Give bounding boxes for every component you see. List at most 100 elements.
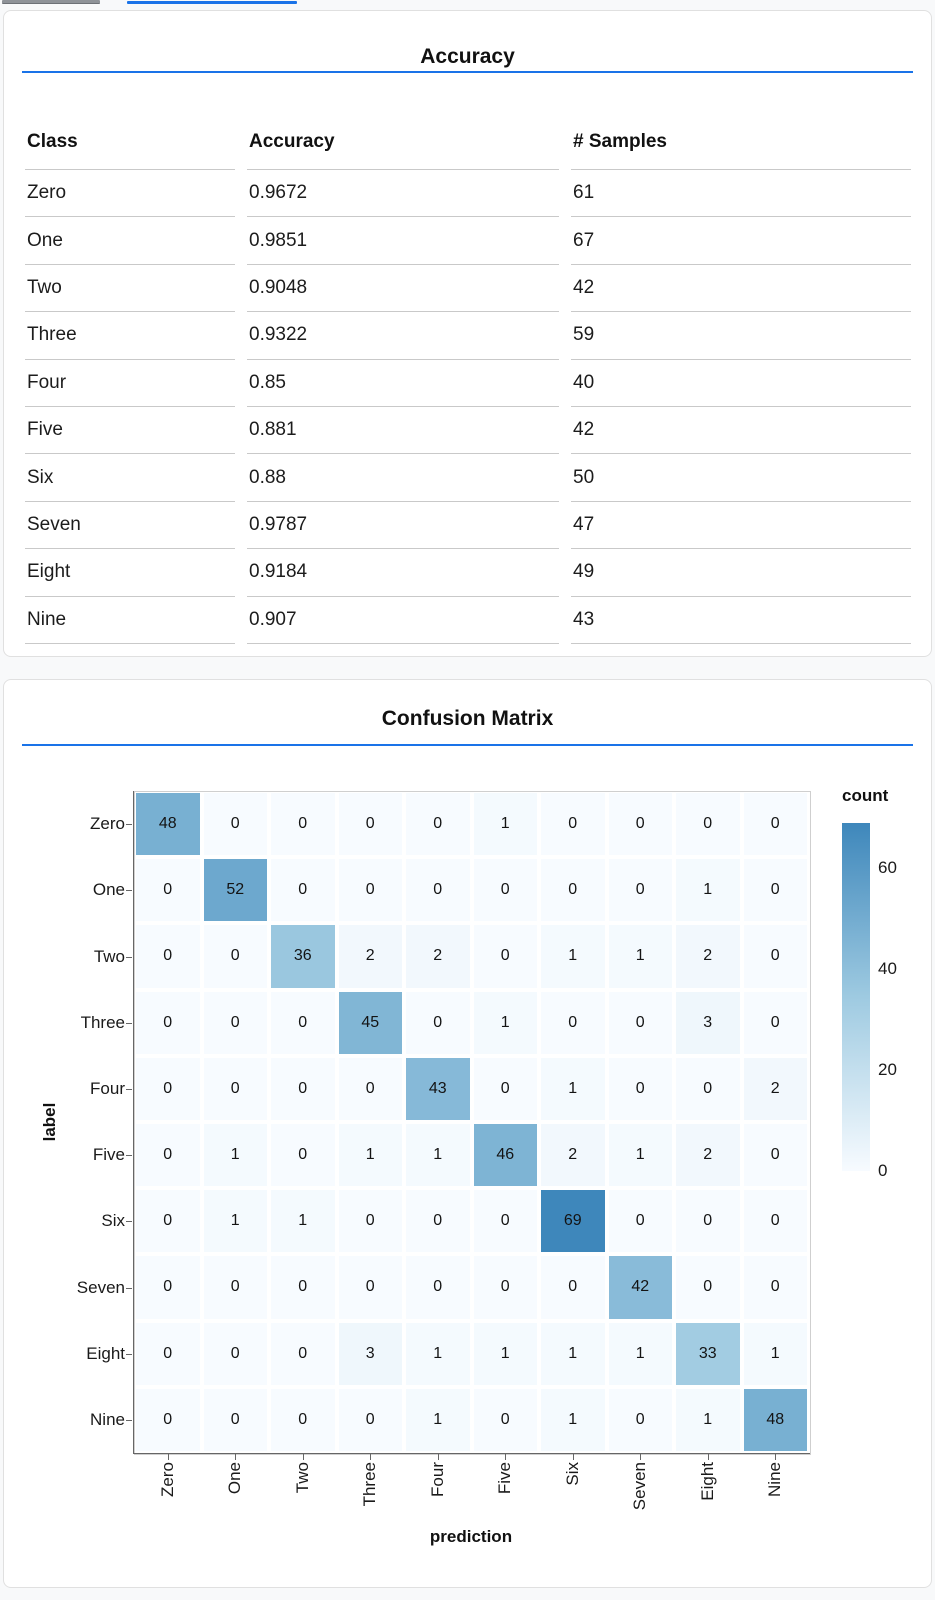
heatmap-cell: 0 (608, 1388, 672, 1451)
heatmap-cell: 0 (743, 925, 807, 988)
heatmap-cell: 69 (541, 1190, 605, 1253)
heatmap-cell: 0 (743, 1124, 807, 1187)
heatmap-cell: 1 (676, 1388, 740, 1451)
legend-title: count (842, 786, 889, 805)
x-axis-tick (775, 1454, 777, 1460)
y-axis-tick-label: Five (92, 1145, 125, 1165)
heatmap-cell: 2 (338, 925, 402, 988)
heatmap-cell: 43 (406, 1057, 470, 1120)
y-axis-tick (126, 824, 132, 826)
heatmap-cell: 1 (541, 1388, 605, 1451)
accuracy-table: Class Accuracy # Samples Zero 0.9672 61 One 0.9… (25, 115, 911, 644)
x-axis-tick-label: Seven (630, 1462, 650, 1511)
heatmap-cell: 0 (203, 991, 267, 1054)
legend-tick-label: 20 (878, 1060, 897, 1080)
heatmap-cell: 1 (541, 925, 605, 988)
heatmap-cell: 1 (608, 1322, 672, 1385)
table-cell: Eight (25, 548, 235, 595)
x-axis-tick (572, 1454, 574, 1460)
confusion-title-rule (22, 744, 913, 746)
table-cell: Six (25, 453, 235, 500)
y-axis-domain-line (133, 791, 134, 1454)
table-cell: 0.907 (247, 595, 559, 643)
heatmap-cell: 0 (136, 1256, 200, 1319)
heatmap-cell: 0 (203, 1322, 267, 1385)
x-axis-tick-label: One (225, 1462, 245, 1495)
table-cell: 0.88 (247, 453, 559, 500)
confusion-panel-title: Confusion Matrix (381, 707, 554, 730)
table-cell: 47 (571, 500, 911, 548)
heatmap-cell: 0 (676, 1190, 740, 1253)
table-cell: 0.9851 (247, 216, 559, 263)
heatmap-cell: 0 (136, 1322, 200, 1385)
heatmap-cell: 0 (136, 1057, 200, 1120)
y-axis-tick-label: Six (101, 1211, 125, 1231)
heatmap-cell: 0 (743, 991, 807, 1054)
heatmap-cell: 0 (271, 1057, 335, 1120)
heatmap-cell: 0 (271, 1256, 335, 1319)
heatmap-cell: 1 (271, 1190, 335, 1253)
table-cell: Two (25, 263, 235, 311)
x-axis-tick (707, 1454, 709, 1460)
heatmap-cell: 1 (608, 925, 672, 988)
y-axis-tick (126, 1353, 132, 1355)
heatmap-cell: 0 (136, 859, 200, 922)
heatmap-cell: 0 (271, 859, 335, 922)
table-cell: 40 (571, 358, 911, 406)
heatmap-cell: 1 (203, 1124, 267, 1187)
table-cell: Four (25, 358, 235, 406)
heatmap-cell: 45 (338, 991, 402, 1054)
heatmap-cell: 0 (743, 1256, 807, 1319)
heatmap-cell: 0 (136, 1124, 200, 1187)
heatmap-cell: 1 (406, 1388, 470, 1451)
table-cell: 50 (571, 453, 911, 500)
y-axis-tick-label: Three (80, 1012, 125, 1032)
heatmap-cell: 1 (473, 991, 537, 1054)
table-cell: 0.9184 (247, 548, 559, 595)
heatmap-cell: 48 (743, 1388, 807, 1451)
heatmap-cell: 0 (608, 1057, 672, 1120)
heatmap-cell: 0 (203, 1256, 267, 1319)
table-cell: Zero (25, 169, 235, 216)
table-cell: 0.9672 (247, 169, 559, 216)
tab-indicator-inactive[interactable] (2, 0, 100, 4)
heatmap-cell: 0 (136, 991, 200, 1054)
heatmap-cell: 1 (743, 1322, 807, 1385)
heatmap-cell: 0 (406, 859, 470, 922)
heatmap-cell: 0 (136, 1190, 200, 1253)
heatmap-cell: 33 (676, 1322, 740, 1385)
heatmap-cell: 42 (608, 1256, 672, 1319)
tab-indicator-active[interactable] (127, 1, 297, 4)
y-axis-tick (126, 1088, 132, 1090)
table-cell: 61 (571, 169, 911, 216)
table-bottom-border (25, 642, 235, 644)
heatmap-cell: 0 (473, 1388, 537, 1451)
heatmap-cell: 0 (406, 1190, 470, 1253)
heatmap-cell: 2 (743, 1057, 807, 1120)
accuracy-panel-title: Accuracy (420, 45, 515, 68)
table-cell: Seven (25, 500, 235, 548)
heatmap-cell: 0 (473, 1190, 537, 1253)
heatmap-cell: 0 (473, 1256, 537, 1319)
heatmap-cell: 0 (676, 1057, 740, 1120)
heatmap-cell: 1 (473, 793, 537, 856)
y-axis-title: label (40, 1102, 59, 1142)
heatmap-cell: 1 (676, 859, 740, 922)
heatmap-cell: 0 (271, 991, 335, 1054)
heatmap-cell: 2 (406, 925, 470, 988)
heatmap-cell: 0 (338, 1190, 402, 1253)
table-cell: 0.9787 (247, 500, 559, 548)
heatmap-cell: 0 (676, 1256, 740, 1319)
x-axis-tick (370, 1454, 372, 1460)
heatmap-cell: 0 (608, 859, 672, 922)
heatmap-cell: 1 (608, 1124, 672, 1187)
table-cell: 59 (571, 311, 911, 358)
table-cell: Five (25, 405, 235, 453)
heatmap-cell: 0 (406, 1256, 470, 1319)
y-axis-tick-label: Nine (90, 1409, 125, 1429)
heatmap-cell: 0 (338, 859, 402, 922)
x-axis-tick (640, 1454, 642, 1460)
table-header-cell: # Samples (573, 131, 667, 152)
y-axis-tick-label: One (92, 880, 125, 900)
table-header-cell: Accuracy (249, 131, 335, 152)
